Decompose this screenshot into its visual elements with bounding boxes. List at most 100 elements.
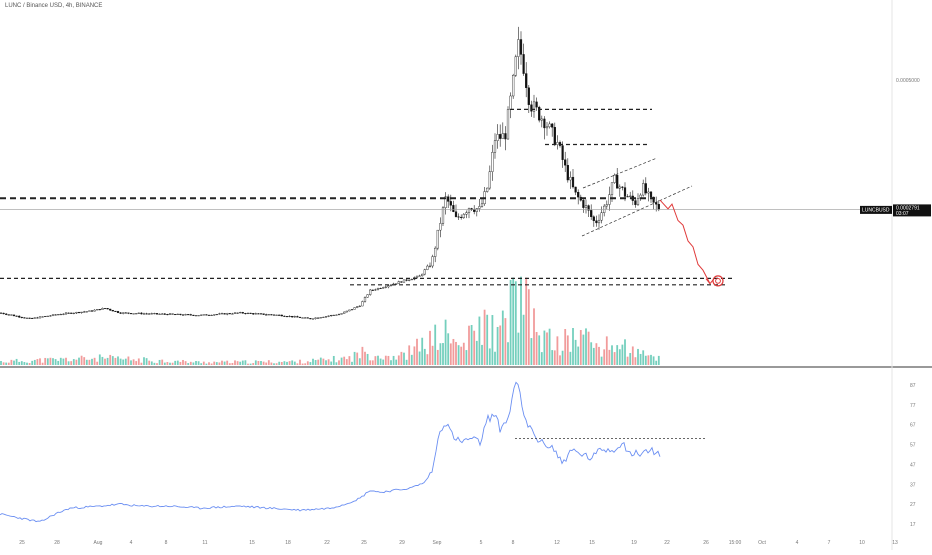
candle-body [475,208,478,212]
volume-bar [364,351,366,365]
candle-body [467,208,471,213]
candle-body [7,314,10,316]
candle-body [98,309,101,311]
volume-bar [169,362,171,365]
candle-body [595,220,598,224]
candle-body [20,316,23,318]
volume-bar [611,345,613,365]
candle-body [41,316,44,318]
candle-body [480,203,484,207]
candle-body [374,289,377,291]
volume-bar [226,360,229,365]
candle-body [441,207,445,224]
volume-bar [356,352,359,365]
volume-bar [161,359,164,365]
volume-bar [382,359,385,365]
volume-bar [379,358,382,365]
ticker-label: LUNCBUSD [862,207,890,213]
candle-body [85,311,88,313]
volume-bar [494,351,496,365]
candle-body [226,313,229,315]
volume-bar [309,362,312,365]
candle-body [288,315,291,317]
ticker-tag [860,205,892,214]
candle-body [397,281,400,284]
volume-bar [330,361,333,365]
volume-bar [187,363,190,365]
volume-bar [579,330,582,365]
candle-body [478,206,481,209]
candle-body [12,314,16,317]
volume-bar [621,344,624,365]
candle-body [252,313,255,315]
candle-body [379,287,382,289]
volume-bar [52,358,54,365]
candle-body [647,191,650,194]
candle-body [343,311,346,314]
volume-bar [598,346,600,365]
candle-body [616,174,619,189]
time-tick-label: 13 [892,540,898,546]
candle-body [275,314,278,316]
candle-body [317,317,320,319]
candle-body [499,134,502,139]
volume-bar [132,359,135,365]
candle-body [70,312,73,314]
volume-bar [301,363,304,365]
volume-bar [85,359,88,365]
volume-bar [592,347,595,365]
volume-bar [26,362,28,365]
candle-body [613,174,616,183]
candle-body [629,195,632,197]
candle-body [519,39,523,55]
current-price-tag [893,204,931,217]
candle-body [239,312,242,314]
candle-body [122,312,125,314]
candle-body [5,313,8,315]
candle-body [356,306,359,308]
candle-body [77,311,81,314]
volume-bar [179,361,182,365]
volume-bar [507,342,509,365]
volume-bar [150,361,153,365]
volume-bar [462,342,465,365]
candle-body [332,314,335,316]
candle-body [132,313,135,315]
candle-body [270,314,273,316]
volume-bar [530,338,533,365]
candle-body [210,314,213,316]
candle-body [23,317,26,319]
volume-bar [533,308,535,365]
volume-bar [624,339,626,365]
candle-body [192,314,195,316]
volume-bar [153,362,156,365]
candle-body [51,314,55,316]
volume-bar [31,360,34,365]
volume-bar [416,338,418,365]
volume-bar [78,357,80,365]
candle-body [306,317,309,319]
candle-body [311,318,315,320]
candle-body [179,313,182,315]
volume-bar [23,362,26,365]
candle-body [493,140,497,153]
candle-body [564,159,567,166]
volume-bar [634,357,637,365]
volume-bar [195,361,197,365]
candle-body [119,312,122,314]
candle-body [540,118,543,121]
volume-bar [156,363,158,365]
candle-body [278,314,281,316]
volume-bar [104,358,106,365]
candle-body [116,311,120,313]
candle-body [90,310,94,312]
volume-bar [101,356,104,365]
volume-bar [343,356,346,365]
volume-bar [361,346,364,365]
candle-body [358,305,361,307]
volume-bar [590,342,593,365]
candle-body [423,269,426,275]
candle-body [486,187,489,192]
